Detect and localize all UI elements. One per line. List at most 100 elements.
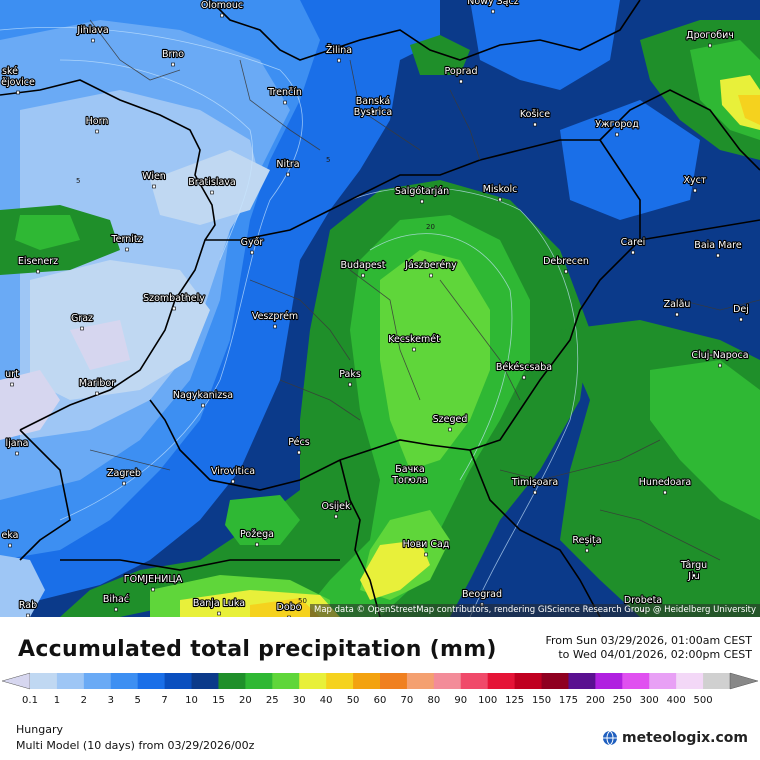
brand-logo[interactable]: meteologix.com [602, 730, 748, 746]
city-label: Bihać [103, 594, 129, 605]
city-34: Paks [338, 368, 362, 387]
city-43: Timișoara [510, 476, 559, 495]
colorbar-tick-label: 200 [585, 695, 605, 706]
precip-band-20-25-west [15, 215, 80, 250]
city-16: Miskolc [482, 183, 518, 202]
city-marker [533, 490, 537, 495]
city-42: Zagreb [106, 467, 142, 486]
city-marker [201, 403, 205, 408]
city-marker [693, 188, 697, 193]
city-60: ějovice [0, 76, 36, 95]
city-label: ГОМЈЕНИЦА [124, 574, 183, 585]
city-label: Timișoara [511, 477, 558, 488]
city-label: Horn [86, 116, 109, 127]
colorbar-segment [460, 673, 489, 689]
colorbar-tick-label: 2 [80, 695, 88, 706]
precip-band-7-10-north [470, 0, 620, 90]
city-marker [210, 190, 214, 195]
city-38: Pécs [287, 436, 311, 455]
colorbar-tick-label: 40 [319, 695, 333, 706]
city-label: Хуст [684, 175, 707, 186]
city-marker [283, 100, 287, 105]
colorbar-segment [568, 673, 596, 689]
contour-label-20: 20 [426, 223, 435, 231]
city-55: Dobo [275, 601, 303, 617]
city-label: Nitra [276, 159, 299, 170]
city-21: Baia Mare [693, 239, 743, 258]
city-1: Nowy Sącz [466, 0, 520, 14]
precip-band-0-1-b [70, 320, 130, 370]
city-label: Дрогобич [686, 30, 734, 41]
city-39: ljana [4, 437, 30, 456]
colorbar-tick-label: 30 [292, 695, 306, 706]
city-label: ějovice [1, 77, 35, 88]
city-marker [663, 490, 667, 495]
colorbar-tick-label: 20 [239, 695, 252, 706]
colorbar-tick-label: 3 [107, 695, 114, 706]
city-marker [692, 573, 696, 578]
city-marker [739, 317, 743, 322]
national-borders [0, 0, 760, 617]
colorbar-segment [541, 673, 569, 689]
colorbar-tick-label: 70 [400, 695, 414, 706]
city-marker [151, 587, 155, 592]
city-label: Trenčín [267, 87, 302, 98]
colorbar-tick-label: 150 [531, 695, 552, 706]
city-marker [125, 247, 129, 252]
city-marker [371, 109, 375, 114]
city-label: Hunedoara [639, 477, 691, 488]
city-marker [533, 122, 537, 127]
city-9: Košice [519, 108, 551, 127]
city-marker [631, 250, 635, 255]
city-marker [361, 273, 365, 278]
colorbar-tick-label: 300 [639, 695, 659, 706]
city-label: Нови Сад [403, 539, 450, 550]
period-to: to Wed 04/01/2026, 02:00pm CEST [558, 648, 752, 661]
city-marker [424, 552, 428, 557]
colorbar-segment [326, 673, 354, 689]
map-attribution: Map data © OpenStreetMap contributors, r… [310, 604, 760, 617]
city-marker [412, 347, 416, 352]
contour-label-5-west: 5 [76, 177, 80, 185]
map-canvas[interactable]: 5 5 20 50 Olomouc Nowy Sącz Дрогобич Jihlav… [0, 0, 760, 617]
colorbar-segment [245, 673, 273, 689]
city-label: Brno [162, 49, 184, 60]
city-marker [287, 615, 291, 617]
colorbar-tick-label: 1 [53, 695, 61, 706]
city-marker [36, 269, 40, 274]
city-24: Jászberény [403, 259, 458, 278]
city-33: Békéscsaba [495, 361, 553, 380]
colorbar-segment [595, 673, 623, 689]
precip-band-1-2-north [150, 150, 270, 225]
contour-label-50: 50 [298, 597, 307, 605]
colorbar-segment [676, 673, 704, 689]
city-label: Ужгород [595, 119, 639, 130]
city-label: Debrecen [543, 256, 589, 267]
city-22: Eisenerz [17, 255, 59, 274]
city-marker [250, 250, 254, 255]
city-marker [114, 607, 118, 612]
colorbar-tick-label: 400 [666, 695, 686, 706]
colorbar-segment [487, 673, 516, 689]
city-59: ské [1, 65, 19, 84]
colorbar-tick-label: 250 [612, 695, 632, 706]
city-marker [334, 514, 338, 519]
city-49: TârguJiu [679, 559, 709, 583]
city-19: Győr [240, 236, 265, 255]
city-label: Ternitz [110, 234, 142, 245]
colorbar-tick-label: 60 [373, 695, 387, 706]
city-27: Zalău [662, 298, 692, 317]
colorbar-segment [164, 673, 193, 689]
city-label: Košice [520, 109, 550, 120]
city-marker [429, 273, 433, 278]
city-15: Salgótarján [394, 185, 450, 204]
city-label: Cluj-Napoca [691, 350, 748, 361]
city-marker [708, 43, 712, 48]
city-marker [615, 132, 619, 137]
city-marker [564, 269, 568, 274]
map-panel[interactable]: 5 5 20 50 Olomouc Nowy Sącz Дрогобич Jihlav… [0, 0, 760, 617]
city-35: Maribor [78, 377, 116, 396]
city-marker [217, 611, 221, 616]
city-marker [337, 58, 341, 63]
